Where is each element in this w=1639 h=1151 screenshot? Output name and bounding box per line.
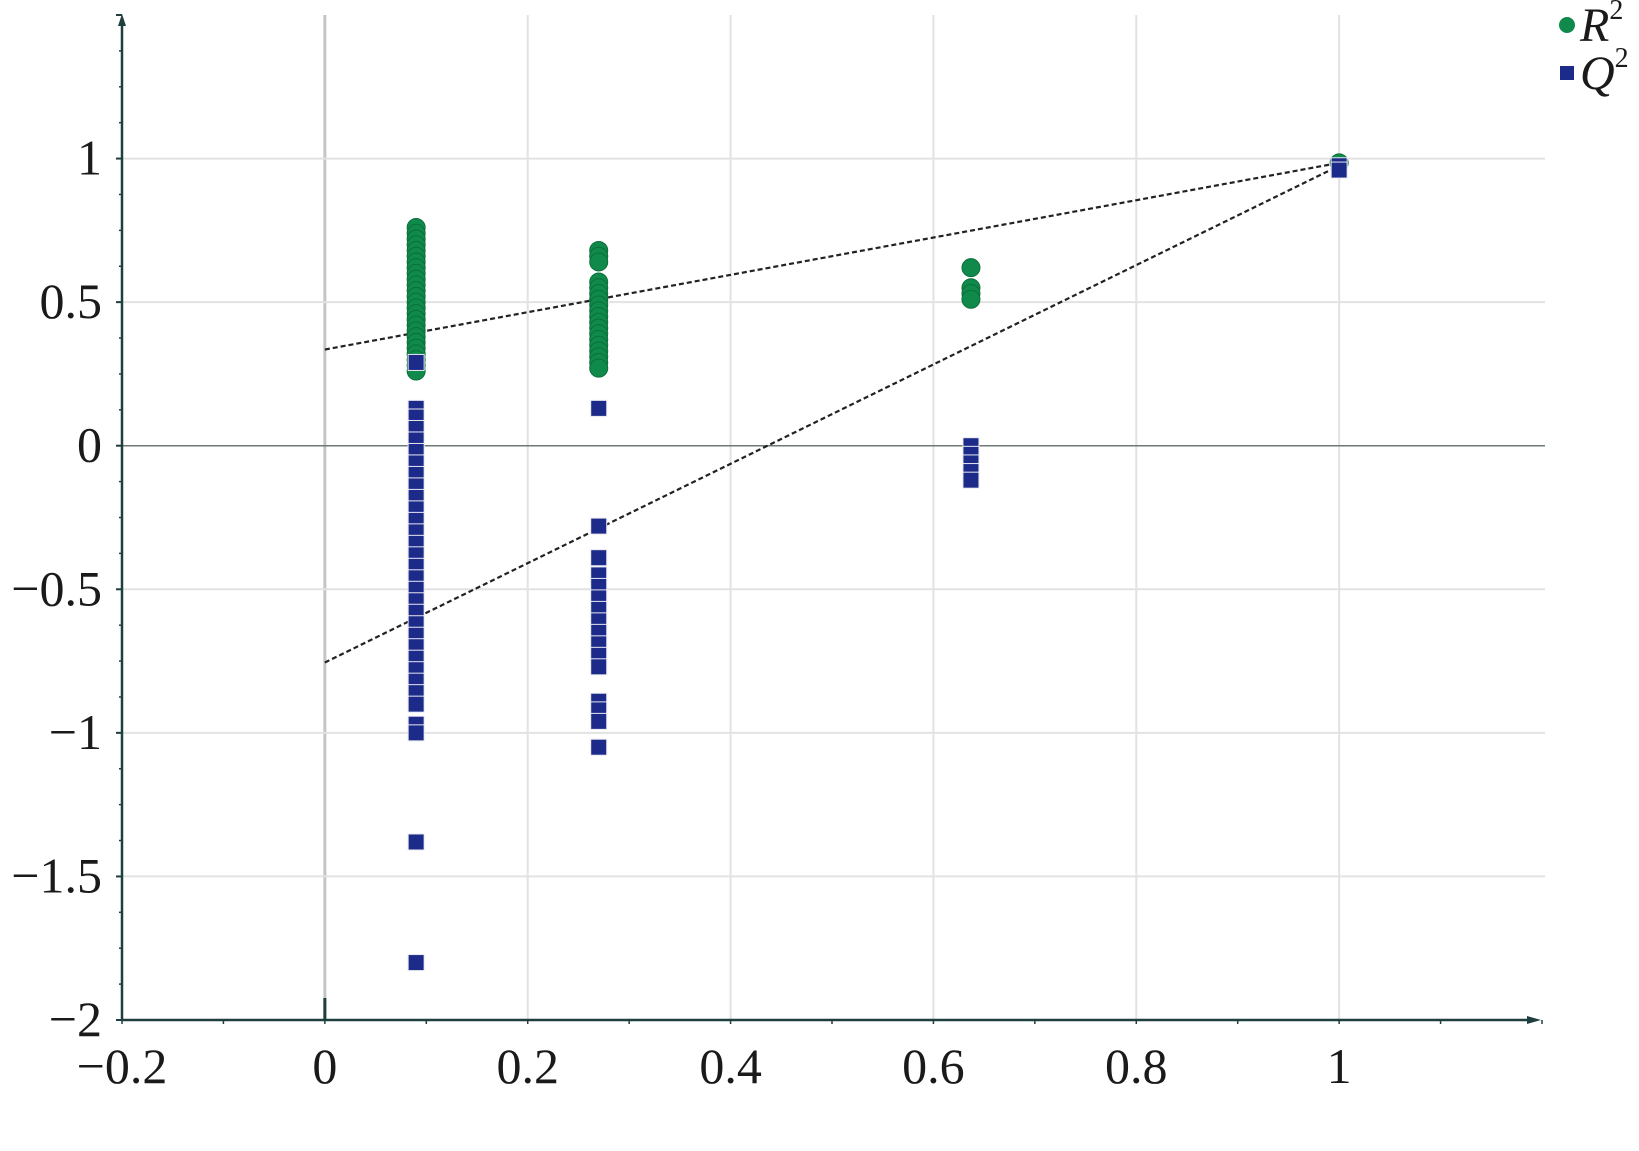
y-tick-label: −1	[49, 704, 102, 760]
legend-superscript: 2	[1609, 0, 1623, 26]
x-tick-label: 0	[312, 1038, 337, 1094]
x-axis-arrow	[1527, 1016, 1541, 1024]
trend-lines	[324, 161, 1340, 664]
x-tick-label: 0.4	[699, 1038, 762, 1094]
y-tick-label: −1.5	[11, 847, 102, 903]
y-tick-label: 0	[77, 417, 102, 473]
data-point-q2	[407, 353, 425, 371]
data-point-q2	[407, 724, 425, 742]
data-point-r2	[961, 258, 981, 278]
data-point-q2	[590, 712, 608, 730]
data-point-q2	[407, 695, 425, 713]
data-point-r2	[961, 289, 981, 309]
data-point-r2	[589, 252, 609, 272]
y-axis-arrow	[118, 14, 126, 26]
data-point-q2	[590, 399, 608, 417]
data-point-q2	[590, 738, 608, 756]
y-tick-label: 0.5	[40, 273, 103, 329]
x-tick-label: 0.6	[902, 1038, 965, 1094]
legend-marker-r2	[1559, 17, 1575, 33]
trend-line-r2	[324, 161, 1340, 351]
data-point-q2	[590, 658, 608, 676]
y-tick-label: −0.5	[11, 560, 102, 616]
data-point-q2	[962, 471, 980, 489]
y-tick-label: 1	[77, 130, 102, 186]
x-tick-label: −0.2	[77, 1038, 168, 1094]
legend-label-q2: Q2	[1580, 43, 1629, 100]
legend-superscript: 2	[1615, 43, 1629, 74]
grid-lines	[122, 15, 1545, 1020]
y-tick-label: −2	[49, 991, 102, 1047]
x-tick-label: 1	[1327, 1038, 1352, 1094]
data-point-q2	[1330, 161, 1348, 179]
legend-marker-q2	[1560, 66, 1574, 80]
data-points	[406, 153, 1349, 972]
data-point-q2	[590, 549, 608, 567]
x-tick-label: 0.2	[496, 1038, 559, 1094]
tick-labels: −0.2 0 0.2 0.4 0.6 0.8 1 1 0.5 0 −0.5 −1 −1.5 −2	[11, 130, 1351, 1094]
data-point-q2	[590, 517, 608, 535]
axes	[116, 14, 1543, 1024]
x-tick-label: 0.8	[1105, 1038, 1168, 1094]
data-point-q2	[407, 954, 425, 972]
data-point-r2	[589, 358, 609, 378]
trend-line-q2	[324, 164, 1340, 664]
data-point-q2	[407, 833, 425, 851]
